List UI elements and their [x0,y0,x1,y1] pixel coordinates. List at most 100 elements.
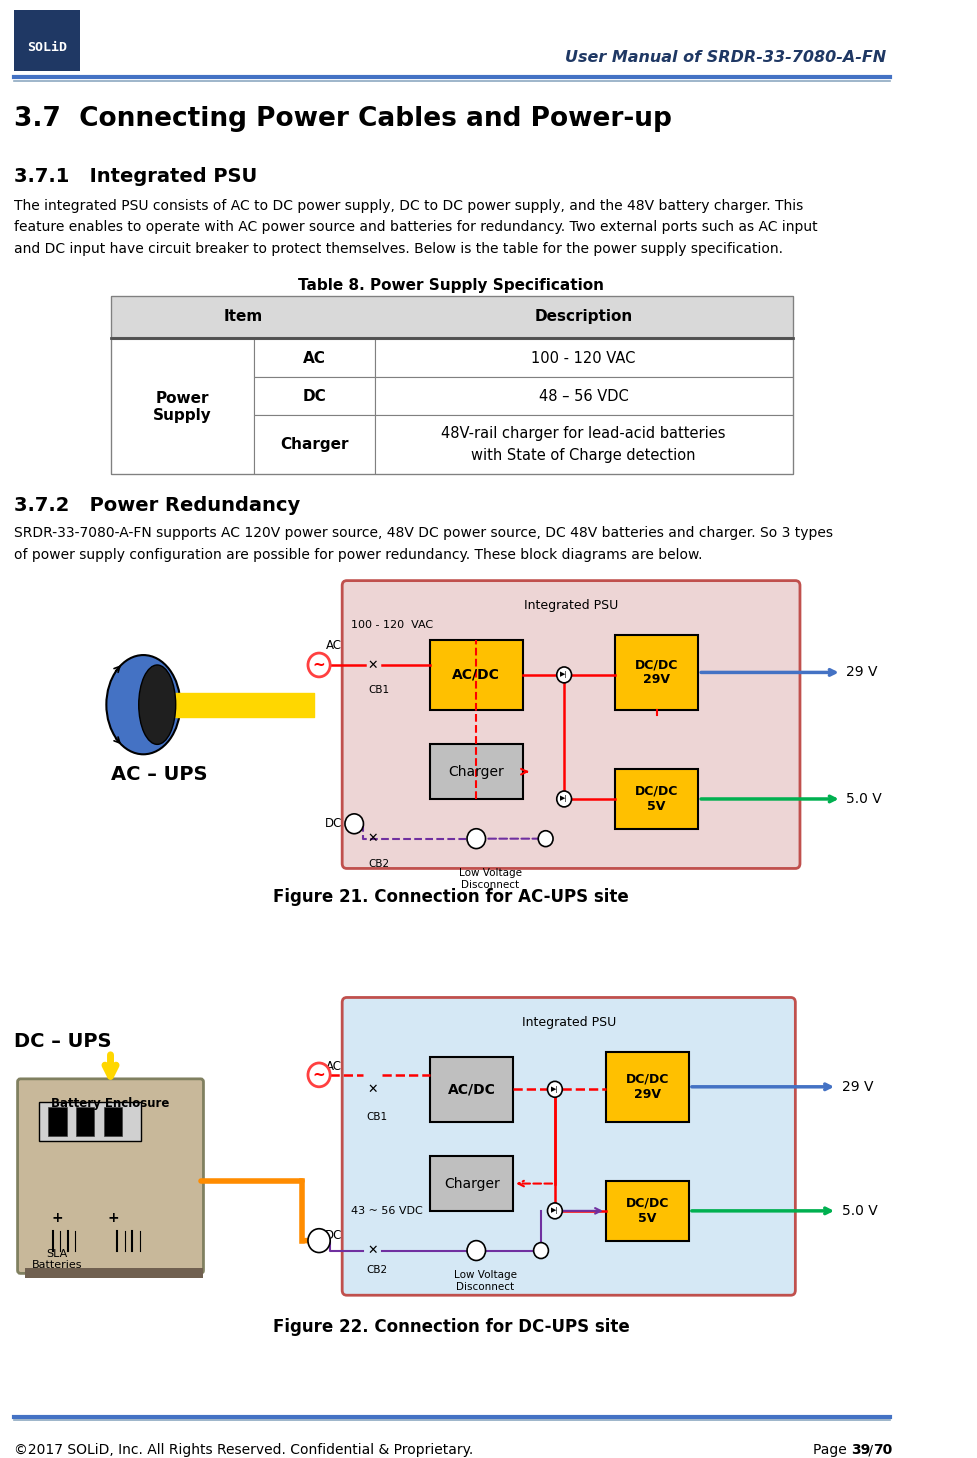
Text: 5.0 V: 5.0 V [841,1204,877,1217]
Text: AC: AC [303,351,326,366]
Text: +: + [52,1210,64,1225]
Bar [76,1107,95,1136]
FancyBboxPatch shape [18,1079,203,1273]
Circle shape [538,831,553,847]
Bar [14,10,80,71]
Bar [430,745,523,799]
Bar [111,340,254,474]
FancyBboxPatch shape [342,580,800,869]
Circle shape [345,814,363,834]
Text: AC: AC [326,1060,342,1073]
Bar [430,1057,513,1121]
Text: of power supply configuration are possible for power redundancy. These block dia: of power supply configuration are possib… [14,548,702,561]
Text: DC – UPS: DC – UPS [14,1032,111,1051]
Text: +: + [107,1210,118,1225]
Text: ✕: ✕ [367,1083,378,1096]
Text: 70: 70 [873,1443,892,1457]
Text: 48V-rail charger for lead-acid batteries: 48V-rail charger for lead-acid batteries [442,426,726,442]
Bar [374,416,792,474]
Text: Figure 21. Connection for AC-UPS site: Figure 21. Connection for AC-UPS site [274,888,629,907]
Text: 29 V: 29 V [841,1080,873,1094]
Bar [111,296,792,337]
Bar [254,416,374,474]
Text: ▶|: ▶| [560,671,568,678]
Text: Table 8. Power Supply Specification: Table 8. Power Supply Specification [298,278,605,293]
Circle shape [308,653,330,677]
Bar [615,636,699,710]
Bar [111,296,792,474]
Text: Description: Description [534,309,633,324]
Text: CB2: CB2 [368,859,390,869]
Text: CB1: CB1 [368,685,390,695]
Text: ©2017 SOLiD, Inc. All Rights Reserved. Confidential & Proprietary.: ©2017 SOLiD, Inc. All Rights Reserved. C… [14,1443,473,1457]
Text: 29 V: 29 V [846,665,877,679]
Text: Page: Page [813,1443,851,1457]
Bar [104,1107,122,1136]
FancyBboxPatch shape [342,997,795,1295]
Text: 3.7.1   Integrated PSU: 3.7.1 Integrated PSU [14,166,257,185]
Text: Power
Supply: Power Supply [153,391,212,423]
Text: Integrated PSU: Integrated PSU [524,599,618,612]
Text: 39: 39 [851,1443,871,1457]
Text: ▶|: ▶| [560,796,568,802]
Text: AC/DC: AC/DC [447,1082,495,1096]
Text: /: / [864,1443,877,1457]
Circle shape [547,1203,563,1219]
Text: Integrated PSU: Integrated PSU [522,1016,616,1029]
Text: 48 – 56 VDC: 48 – 56 VDC [538,388,628,404]
Text: CB1: CB1 [366,1111,388,1121]
Bar [48,1107,66,1136]
Text: AC/DC: AC/DC [452,668,500,682]
Text: Charger: Charger [448,764,504,779]
Bar [254,340,374,378]
Circle shape [557,666,572,682]
Text: Item: Item [223,309,263,324]
Text: User Manual of SRDR-33-7080-A-FN: User Manual of SRDR-33-7080-A-FN [565,50,886,66]
Text: feature enables to operate with AC power source and batteries for redundancy. Tw: feature enables to operate with AC power… [14,220,818,235]
Bar [374,340,792,378]
Text: 100 - 120  VAC: 100 - 120 VAC [352,620,434,630]
Bar [78,1130,92,1134]
Bar [374,378,792,416]
Text: and DC input have circuit breaker to protect themselves. Below is the table for : and DC input have circuit breaker to pro… [14,242,783,257]
Circle shape [467,828,486,849]
Bar [615,770,699,828]
Text: DC/DC
5V: DC/DC 5V [625,1197,669,1225]
Text: DC: DC [303,388,326,404]
Text: Low Voltage
Disconnect: Low Voltage Disconnect [458,869,522,889]
Text: ~: ~ [313,658,325,672]
Text: AC – UPS: AC – UPS [111,764,207,783]
Text: DC/DC
5V: DC/DC 5V [635,784,678,814]
Circle shape [308,1063,330,1086]
Circle shape [557,792,572,806]
Circle shape [533,1242,548,1258]
Text: Charger: Charger [280,437,349,452]
Text: 100 - 120 VAC: 100 - 120 VAC [531,351,636,366]
Bar [39,1102,141,1142]
Text: Battery Enclosure: Battery Enclosure [52,1096,170,1110]
Text: SRDR-33-7080-A-FN supports AC 120V power source, 48V DC power source, DC 48V bat: SRDR-33-7080-A-FN supports AC 120V power… [14,526,832,539]
Text: Low Voltage
Disconnect: Low Voltage Disconnect [454,1270,517,1292]
Bar [254,378,374,416]
Ellipse shape [106,655,181,754]
Text: with State of Charge detection: with State of Charge detection [471,448,696,464]
Text: The integrated PSU consists of AC to DC power supply, DC to DC power supply, and: The integrated PSU consists of AC to DC … [14,198,803,213]
Text: ✕: ✕ [367,1244,378,1257]
Text: Charger: Charger [444,1177,499,1191]
Text: DC/DC
29V: DC/DC 29V [625,1073,669,1101]
Text: DC/DC
29V: DC/DC 29V [635,659,678,687]
Bar [430,640,523,710]
Text: ✕: ✕ [367,659,378,672]
Text: Figure 22. Connection for DC-UPS site: Figure 22. Connection for DC-UPS site [273,1318,630,1336]
Ellipse shape [139,665,176,745]
Bar [430,1156,513,1210]
Text: 3.7  Connecting Power Cables and Power-up: 3.7 Connecting Power Cables and Power-up [14,106,672,133]
Circle shape [547,1082,563,1098]
Text: DC: DC [324,1229,342,1242]
Bar [606,1181,689,1241]
Text: SOLiD: SOLiD [27,41,67,54]
Text: DC: DC [324,818,342,830]
Text: 43 ~ 56 VDC: 43 ~ 56 VDC [352,1206,423,1216]
Bar [51,1130,64,1134]
Text: ▶|: ▶| [551,1207,559,1215]
